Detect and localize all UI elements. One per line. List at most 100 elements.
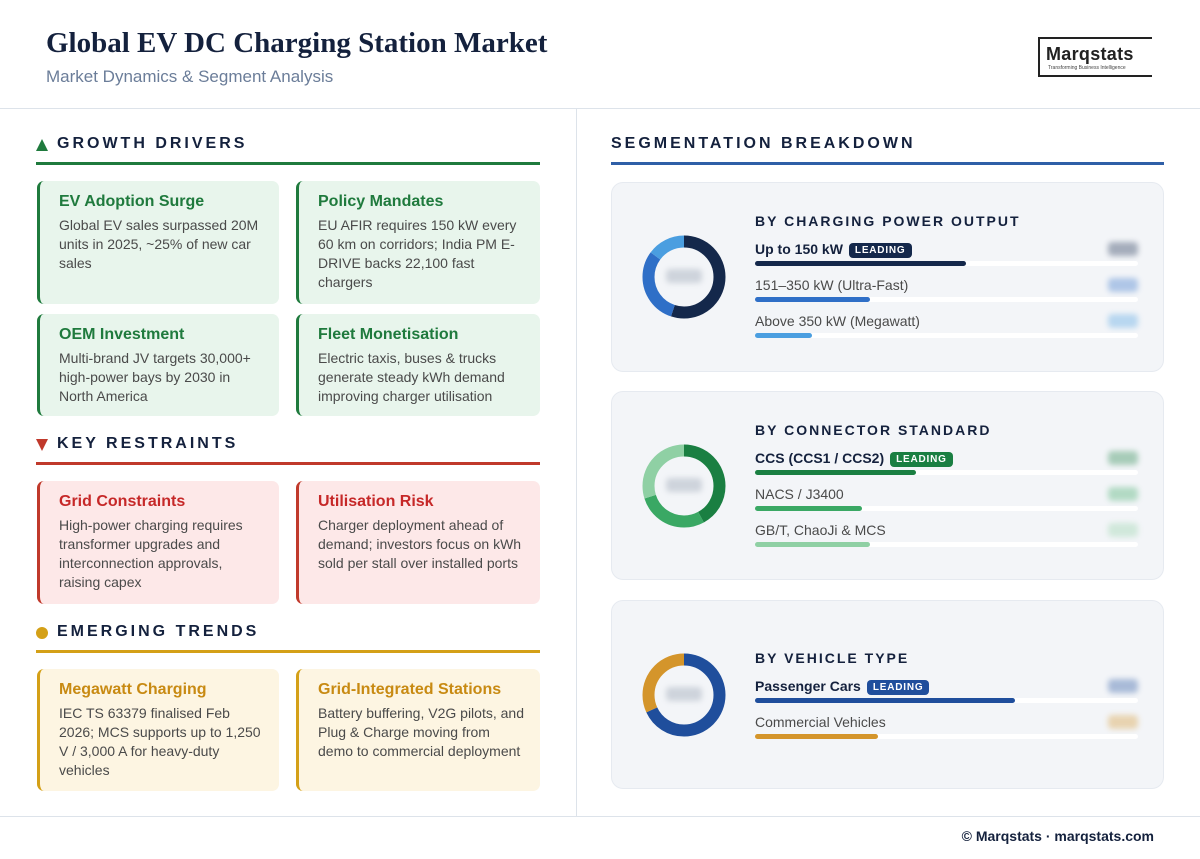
- donut-center-value: [666, 478, 702, 492]
- header-divider: [0, 108, 1200, 109]
- segment-title: BY CHARGING POWER OUTPUT: [755, 213, 1021, 229]
- card-text: Multi-brand JV targets 30,000+ high-powe…: [59, 350, 251, 404]
- segmentation-title: SEGMENTATION BREAKDOWN: [611, 135, 916, 152]
- item-label: 151–350 kW (Ultra-Fast): [755, 277, 909, 293]
- logo-tagline: Transforming Business Intelligence: [1048, 65, 1126, 71]
- bar-track: [755, 297, 1138, 302]
- item-label: Above 350 kW (Megawatt): [755, 313, 920, 329]
- section-icon: [36, 139, 48, 151]
- card-title: Policy Mandates: [318, 193, 444, 210]
- item-name: CCS (CCS1 / CCS2) LEADING: [755, 450, 953, 467]
- item-name: Commercial Vehicles: [755, 714, 886, 730]
- donut-segment: [642, 235, 726, 319]
- bar-track: [755, 734, 1138, 739]
- section-title: EMERGING TRENDS: [57, 623, 260, 640]
- section-rule: [36, 462, 540, 465]
- segment-panel: [611, 391, 1164, 580]
- donut-center-value: [666, 269, 702, 283]
- card: Utilisation Risk Charger deployment ahead…: [296, 481, 540, 604]
- card-title: EV Adoption Surge: [59, 193, 205, 210]
- item-name: NACS / J3400: [755, 486, 844, 502]
- leading-badge: LEADING: [848, 243, 912, 258]
- logo: Marqstats Transforming Business Intellig…: [1038, 37, 1152, 77]
- bar-track: [755, 506, 1138, 511]
- donut-chart: [642, 235, 726, 319]
- item-value: [1108, 451, 1138, 465]
- item-value: [1108, 242, 1138, 256]
- card-text: Global EV sales surpassed 20M units in 2…: [59, 217, 259, 271]
- card-text: EU AFIR requires 150 kW every 60 km on c…: [318, 217, 517, 290]
- bar: [755, 542, 870, 547]
- card-text: Battery buffering, V2G pilots, and Plug …: [318, 705, 524, 759]
- item-name: 151–350 kW (Ultra-Fast): [755, 277, 908, 293]
- page-subtitle: Market Dynamics & Segment Analysis: [46, 67, 334, 86]
- page-title: Global EV DC Charging Station Market: [46, 27, 548, 59]
- section-title: GROWTH DRIVERS: [57, 135, 248, 152]
- leading-badge: LEADING: [890, 452, 953, 467]
- bar: [755, 734, 878, 739]
- donut-segment: [642, 444, 726, 528]
- bar: [755, 698, 1016, 703]
- card: EV Adoption Surge Global EV sales surpass…: [37, 181, 279, 304]
- bar-track: [755, 542, 1138, 547]
- item-name: Passenger Cars LEADING: [755, 678, 930, 695]
- item-value: [1108, 278, 1138, 292]
- donut-chart: [642, 444, 726, 528]
- donut-chart: [642, 653, 726, 737]
- item-label: GB/T, ChaoJi & MCS: [755, 522, 886, 538]
- card: Fleet Monetisation Electric taxis, buses …: [296, 314, 540, 416]
- bar: [755, 506, 863, 511]
- footer: © Marqstats · marqstats.com: [961, 828, 1154, 844]
- card-text: High-power charging requires transformer…: [59, 517, 243, 590]
- item-name: GB/T, ChaoJi & MCS: [755, 522, 886, 538]
- card-title: OEM Investment: [59, 326, 185, 343]
- item-value: [1108, 679, 1138, 693]
- segment-title: BY CONNECTOR STANDARD: [755, 422, 992, 438]
- card: Grid-Integrated Stations Battery bufferin…: [296, 669, 540, 791]
- segmentation-rule: [611, 162, 1164, 165]
- bar-track: [755, 698, 1138, 703]
- item-label: CCS (CCS1 / CCS2): [755, 450, 885, 466]
- item-name: Above 350 kW (Megawatt): [755, 313, 920, 329]
- card-title: Utilisation Risk: [318, 493, 434, 510]
- card-title: Grid-Integrated Stations: [318, 681, 502, 698]
- bar: [755, 297, 870, 302]
- card: Policy Mandates EU AFIR requires 150 kW e…: [296, 181, 540, 304]
- logo-name: Marqstats: [1046, 44, 1134, 64]
- section-rule: [36, 650, 540, 653]
- item-value: [1108, 715, 1138, 729]
- item-label: Commercial Vehicles: [755, 714, 886, 730]
- bar: [755, 470, 916, 475]
- item-name: Up to 150 kW LEADING: [755, 241, 912, 258]
- card: OEM Investment Multi-brand JV targets 30,…: [37, 314, 279, 416]
- item-label: NACS / J3400: [755, 486, 844, 502]
- segment-title: BY VEHICLE TYPE: [755, 650, 910, 666]
- card: Megawatt Charging IEC TS 63379 finalised …: [37, 669, 279, 791]
- leading-badge: LEADING: [866, 680, 930, 695]
- card: Grid Constraints High-power charging requ…: [37, 481, 279, 604]
- bar: [755, 333, 813, 338]
- bar-track: [755, 261, 1138, 266]
- bar: [755, 261, 966, 266]
- column-divider: [576, 109, 577, 816]
- item-value: [1108, 523, 1138, 537]
- card-title: Megawatt Charging: [59, 681, 207, 698]
- footer-divider: [0, 816, 1200, 817]
- segment-panel: [611, 182, 1164, 372]
- donut-segment: [642, 235, 726, 319]
- item-label: Passenger Cars: [755, 678, 861, 694]
- item-value: [1108, 314, 1138, 328]
- donut-segment: [642, 653, 726, 737]
- bar-track: [755, 470, 1138, 475]
- item-value: [1108, 487, 1138, 501]
- card-text: Electric taxis, buses & trucks generate …: [318, 350, 505, 404]
- section-icon: [36, 627, 48, 639]
- donut-center-value: [666, 687, 702, 701]
- donut-segment: [642, 444, 726, 528]
- card-text: Charger deployment ahead of demand; inve…: [318, 517, 522, 571]
- section-icon: [36, 439, 48, 451]
- section-title: KEY RESTRAINTS: [57, 435, 239, 452]
- card-text: IEC TS 63379 finalised Feb 2026; MCS sup…: [59, 705, 261, 778]
- section-rule: [36, 162, 540, 165]
